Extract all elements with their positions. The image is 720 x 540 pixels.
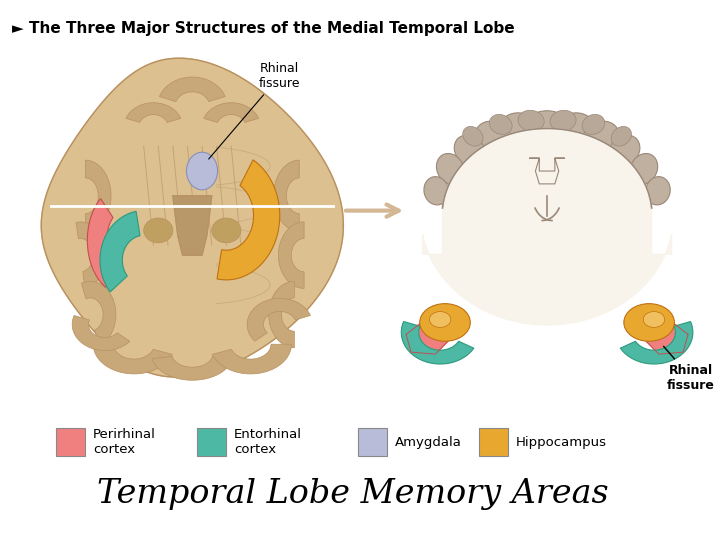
Text: Perirhinal
cortex: Perirhinal cortex [93,428,156,456]
Polygon shape [100,211,140,292]
Polygon shape [212,344,292,374]
Polygon shape [530,158,564,184]
Polygon shape [269,281,294,348]
Polygon shape [159,77,225,102]
Bar [358,428,387,456]
Bar [479,428,508,456]
Text: Amygdala: Amygdala [395,436,462,449]
Polygon shape [401,321,474,364]
Polygon shape [72,315,130,350]
Ellipse shape [523,111,572,150]
Ellipse shape [582,114,605,134]
Polygon shape [443,129,652,255]
Ellipse shape [454,135,486,167]
Polygon shape [274,160,300,232]
Ellipse shape [436,153,464,184]
Ellipse shape [643,312,665,327]
Ellipse shape [186,152,217,190]
Polygon shape [423,234,672,325]
Text: Rhinal
fissure: Rhinal fissure [664,346,715,391]
Text: Hippocampus: Hippocampus [516,436,607,449]
Polygon shape [621,321,693,364]
Text: Temporal Lobe Memory Areas: Temporal Lobe Memory Areas [97,477,608,510]
Ellipse shape [144,218,173,243]
Ellipse shape [499,113,541,149]
Polygon shape [247,298,310,341]
Polygon shape [204,103,258,123]
Ellipse shape [429,312,451,327]
Bar [56,428,86,456]
Polygon shape [87,199,115,287]
Ellipse shape [646,177,670,205]
Polygon shape [93,344,172,374]
Ellipse shape [424,177,449,205]
Polygon shape [81,281,116,346]
Ellipse shape [420,303,470,341]
Polygon shape [126,103,181,123]
Text: Entorhinal
cortex: Entorhinal cortex [234,428,302,456]
Ellipse shape [611,126,631,146]
Bar [197,428,226,456]
Ellipse shape [550,110,576,131]
Polygon shape [173,196,212,255]
Text: ► The Three Major Structures of the Medial Temporal Lobe: ► The Three Major Structures of the Medi… [12,21,515,36]
Polygon shape [217,160,280,280]
Polygon shape [41,58,343,377]
Polygon shape [644,320,688,354]
Ellipse shape [554,113,595,149]
Ellipse shape [582,122,619,155]
Polygon shape [152,356,233,380]
Ellipse shape [630,153,657,184]
Ellipse shape [463,126,483,146]
Ellipse shape [624,303,675,341]
Text: Rhinal
fissure: Rhinal fissure [209,62,300,159]
Ellipse shape [475,122,512,155]
Ellipse shape [608,135,640,167]
Ellipse shape [518,110,544,131]
Polygon shape [86,160,111,232]
Polygon shape [76,222,106,288]
Ellipse shape [490,114,512,134]
Polygon shape [279,222,304,288]
Ellipse shape [212,218,241,243]
Polygon shape [406,320,450,354]
